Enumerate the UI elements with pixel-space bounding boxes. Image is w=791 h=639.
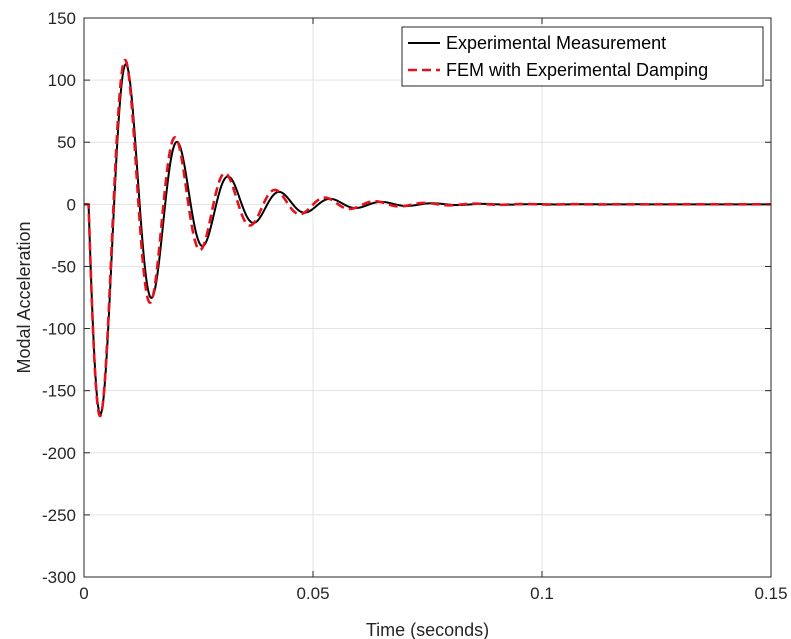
y-tick-label: 0 [67, 195, 76, 214]
y-axis-label: Modal Acceleration [14, 221, 34, 373]
y-tick-label: -300 [42, 568, 76, 587]
legend-entry-fem: FEM with Experimental Damping [446, 60, 708, 80]
y-tick-label: -100 [42, 320, 76, 339]
plot-frame [83, 17, 772, 578]
y-tick-label: -250 [42, 506, 76, 525]
x-tick-label: 0 [79, 584, 88, 603]
x-tick-label: 0.1 [530, 584, 554, 603]
series-line-experimental [84, 63, 772, 416]
y-tick-label: -50 [51, 257, 76, 276]
y-tick-label: 150 [48, 9, 76, 28]
axis-ticks: 0 0.05 0.1 0.15 -300 -250 -200 -150 -100 -50 0 50 10… [42, 9, 788, 603]
y-tick-label: 100 [48, 71, 76, 90]
legend: Experimental Measurement FEM with Experi… [401, 26, 764, 87]
y-tick-label: -150 [42, 382, 76, 401]
legend-entry-experimental: Experimental Measurement [446, 33, 666, 53]
series-layer [84, 58, 773, 418]
grid [84, 18, 771, 577]
x-tick-label: 0.15 [754, 584, 787, 603]
x-tick-label: 0.05 [296, 584, 329, 603]
y-tick-label: -200 [42, 444, 76, 463]
legend-box [401, 26, 764, 87]
x-axis-label: Time (seconds) [366, 620, 489, 639]
y-tick-label: 50 [57, 133, 76, 152]
series-line-fem [84, 58, 773, 418]
